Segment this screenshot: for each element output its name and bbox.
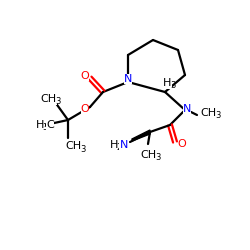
- Text: 3: 3: [215, 112, 221, 120]
- Text: N: N: [124, 74, 132, 84]
- Text: 3: 3: [55, 98, 61, 106]
- Text: 3: 3: [42, 124, 48, 132]
- Text: N: N: [183, 104, 191, 114]
- Text: O: O: [80, 71, 90, 81]
- Text: 3: 3: [155, 154, 161, 162]
- Text: O: O: [178, 139, 186, 149]
- Text: H: H: [36, 120, 44, 130]
- Text: 3: 3: [80, 144, 86, 154]
- Text: CH: CH: [40, 94, 56, 104]
- Text: CH: CH: [200, 108, 216, 118]
- Text: N: N: [120, 140, 128, 150]
- Text: CH: CH: [65, 141, 81, 151]
- Text: O: O: [80, 104, 90, 114]
- Polygon shape: [132, 130, 150, 141]
- Text: 2: 2: [116, 144, 121, 152]
- Text: H: H: [163, 78, 171, 88]
- Text: CH: CH: [140, 150, 156, 160]
- Text: C: C: [46, 120, 54, 130]
- Text: H: H: [110, 140, 118, 150]
- Text: 3: 3: [170, 82, 176, 90]
